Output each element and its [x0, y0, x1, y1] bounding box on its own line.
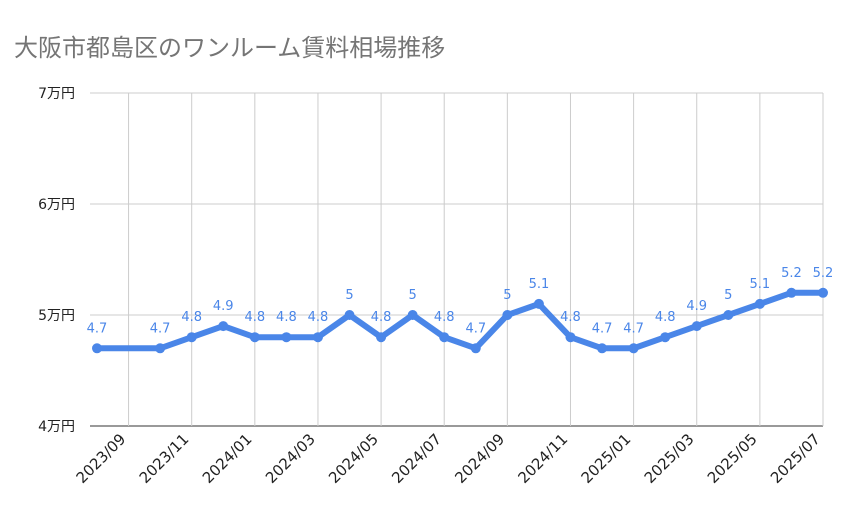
y-tick-label: 6万円	[38, 197, 75, 213]
data-label: 4.8	[655, 310, 676, 325]
data-point	[312, 332, 323, 343]
data-label: 4.7	[87, 321, 108, 336]
x-axis: 2023/09 2023/11 2024/01 2024/03 2024/05 2024/…	[73, 430, 824, 487]
data-label: 4.7	[150, 321, 171, 336]
data-label: 5.1	[529, 277, 550, 292]
data-label: 5	[724, 288, 732, 303]
data-label: 4.9	[213, 299, 234, 314]
grid-lines	[90, 92, 824, 427]
data-label: 4.8	[371, 310, 392, 325]
data-point	[439, 332, 450, 343]
data-point	[723, 310, 734, 320]
data-point	[281, 332, 292, 343]
data-label: 4.7	[623, 321, 644, 336]
data-label: 4.7	[465, 321, 486, 336]
data-point	[754, 298, 765, 309]
data-label: 5.2	[781, 266, 802, 281]
data-label: 4.8	[244, 310, 265, 325]
series	[92, 287, 828, 354]
x-tick-label: 2023/09	[73, 430, 130, 487]
data-point	[249, 332, 260, 343]
data-point	[691, 321, 702, 332]
data-point	[186, 332, 197, 343]
y-tick-label: 4万円	[38, 419, 75, 435]
data-point	[376, 332, 387, 343]
data-point	[155, 343, 166, 354]
data-point	[565, 332, 576, 343]
x-tick-label: 2024/09	[451, 430, 508, 487]
data-label: 4.8	[181, 310, 202, 325]
data-label: 4.8	[308, 310, 329, 325]
data-label: 5	[345, 288, 353, 303]
data-point	[628, 343, 639, 354]
data-label: 5	[503, 288, 511, 303]
x-tick-label: 2024/11	[515, 430, 572, 487]
y-axis: 4万円 5万円 6万円 7万円	[38, 86, 75, 435]
y-tick-label: 7万円	[38, 86, 75, 102]
data-point	[92, 343, 102, 354]
data-label: 5.1	[750, 277, 771, 292]
x-tick-label: 2024/01	[199, 430, 256, 487]
data-label: 4.7	[592, 321, 613, 336]
data-point	[786, 287, 797, 298]
x-tick-label: 2025/05	[704, 430, 761, 487]
data-point	[818, 287, 828, 298]
data-point	[502, 310, 513, 320]
data-point	[597, 343, 608, 354]
x-tick-label: 2025/07	[767, 430, 824, 487]
data-point	[218, 321, 229, 332]
data-label: 4.9	[686, 299, 707, 314]
data-label: 5	[409, 288, 417, 303]
data-point	[470, 343, 481, 354]
data-point	[407, 310, 418, 320]
data-point	[660, 332, 671, 343]
x-tick-label: 2024/03	[262, 430, 319, 487]
data-label: 4.8	[434, 310, 455, 325]
x-tick-label: 2025/03	[641, 430, 698, 487]
x-tick-label: 2024/05	[325, 430, 382, 487]
x-tick-label: 2024/07	[388, 430, 445, 487]
data-label: 4.8	[276, 310, 297, 325]
chart-title: 大阪市都島区のワンルーム賃料相場推移	[14, 34, 446, 62]
data-label: 4.8	[560, 310, 581, 325]
data-label: 5.2	[813, 266, 834, 281]
x-tick-label: 2025/01	[578, 430, 635, 487]
series-line	[94, 289, 826, 352]
x-tick-label: 2023/11	[136, 430, 193, 487]
data-point	[533, 298, 544, 309]
data-labels: 4.7 4.7 4.8 4.9 4.8 4.8 4.8 5 4.8 5 4.8 4.7 5 5.1 4.8 4…	[87, 266, 834, 337]
data-point	[344, 310, 355, 320]
y-tick-label: 5万円	[38, 308, 75, 324]
